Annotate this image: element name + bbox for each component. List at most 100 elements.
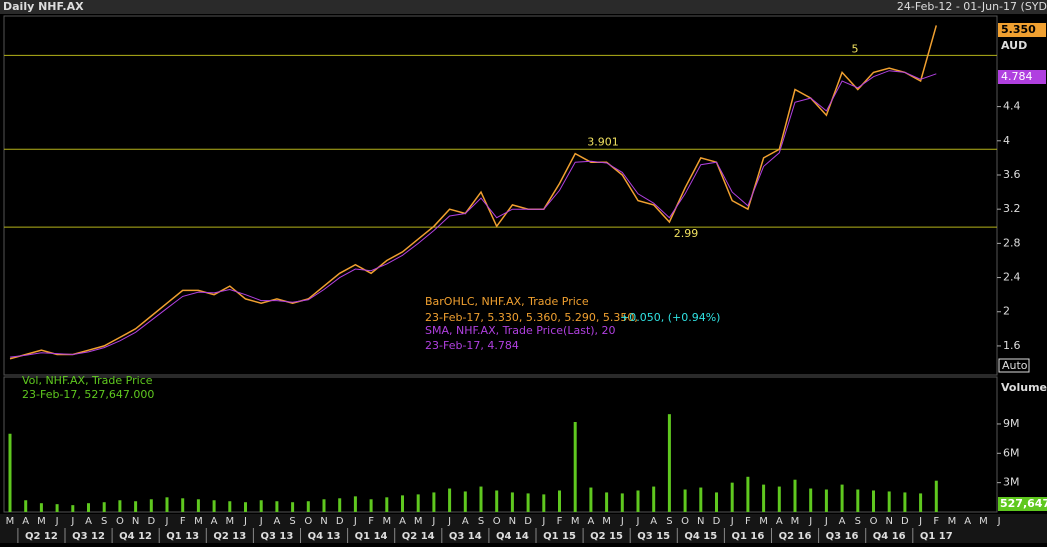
volume-bar	[730, 482, 734, 512]
volume-bar	[856, 489, 860, 512]
month-label: D	[147, 516, 155, 527]
volume-bar	[683, 489, 687, 512]
month-label: F	[368, 516, 374, 527]
month-label: A	[587, 516, 594, 527]
volume-bar	[620, 493, 624, 512]
unit-label: AUD	[1001, 39, 1027, 52]
quarter-label: Q3 12	[72, 531, 105, 542]
quarter-label: Q1 14	[355, 531, 388, 542]
auto-label[interactable]: Auto	[1002, 359, 1028, 372]
volume-bar	[24, 500, 28, 512]
reference-label: 3.901	[587, 135, 619, 148]
quarter-label: Q3 14	[449, 531, 482, 542]
volume-bar	[448, 488, 452, 512]
month-label: M	[948, 516, 957, 527]
volume-bar	[181, 498, 185, 512]
month-label: A	[22, 516, 29, 527]
month-label: J	[730, 516, 734, 527]
quarter-label: Q1 15	[543, 531, 576, 542]
volume-bar	[463, 491, 467, 512]
legend-detail: 23-Feb-17, 5.330, 5.360, 5.290, 5.350,	[425, 311, 638, 324]
y-tick-label: 1.6	[1003, 339, 1021, 352]
volume-bar	[636, 490, 640, 512]
volume-bar	[526, 493, 530, 512]
auto-button[interactable]	[998, 358, 1030, 373]
month-label: M	[6, 516, 15, 527]
month-label: J	[353, 516, 357, 527]
volume-bar	[87, 503, 90, 512]
last-sma: 4.784	[1001, 70, 1033, 83]
volume-bar	[8, 433, 12, 512]
month-label: F	[933, 516, 939, 527]
volume-bar	[840, 484, 844, 512]
volume-bar	[353, 496, 357, 512]
volume-bar	[118, 500, 122, 512]
volume-bar	[872, 490, 875, 512]
legend-entry: BarOHLC, NHF.AX, Trade Price	[425, 295, 589, 308]
volume-bar	[432, 492, 436, 512]
volume-bar	[259, 500, 263, 512]
volume-bar	[573, 422, 577, 512]
month-label: J	[447, 516, 451, 527]
month-label: S	[289, 516, 295, 527]
volume-bar	[322, 499, 326, 512]
month-label: M	[225, 516, 234, 527]
y-tick-label: 3.2	[1003, 202, 1021, 215]
y-tick-label: 6M	[1003, 446, 1020, 459]
volume-bar	[715, 492, 718, 512]
quarter-label: Q4 12	[119, 531, 152, 542]
legend-entry: Vol, NHF.AX, Trade Price	[22, 374, 153, 387]
volume-bar	[275, 501, 279, 512]
volume-label: Volume	[1001, 381, 1047, 394]
month-label: M	[414, 516, 423, 527]
volume-bar	[667, 414, 671, 512]
month-label: D	[713, 516, 721, 527]
month-label: N	[509, 516, 516, 527]
reference-label: 5	[852, 42, 859, 55]
month-label: J	[165, 516, 169, 527]
quarter-label: Q1 16	[731, 531, 764, 542]
month-label: M	[602, 516, 611, 527]
volume-bar	[652, 486, 656, 512]
volume-bar	[416, 494, 420, 512]
y-tick-label: 3M	[1003, 476, 1020, 489]
y-tick-label: 2.8	[1003, 236, 1021, 249]
month-label: F	[180, 516, 186, 527]
month-label: A	[650, 516, 657, 527]
last-price: 5.350	[1001, 23, 1036, 36]
sma-line	[9, 70, 937, 358]
reference-label: 2.99	[674, 227, 699, 240]
month-label: J	[808, 516, 812, 527]
volume-panel	[3, 376, 998, 513]
volume-bar	[934, 480, 938, 512]
month-label: S	[478, 516, 484, 527]
month-label: F	[557, 516, 563, 527]
volume-bar	[212, 500, 216, 512]
volume-bar	[542, 494, 546, 512]
month-label: D	[524, 516, 532, 527]
quarter-label: Q1 17	[920, 531, 953, 542]
volume-bar	[134, 501, 138, 512]
month-label: J	[541, 516, 545, 527]
month-label: O	[870, 516, 878, 527]
volume-bar	[746, 476, 750, 512]
month-label: J	[243, 516, 247, 527]
volume-bar	[558, 490, 561, 512]
y-tick-label: 2	[1003, 305, 1010, 318]
time-axis	[0, 514, 1047, 543]
volume-bar	[495, 490, 499, 512]
legend-detail: 23-Feb-17, 4.784	[425, 339, 519, 352]
month-label: A	[964, 516, 971, 527]
month-label: N	[885, 516, 892, 527]
month-label: A	[839, 516, 846, 527]
quarter-label: Q4 15	[684, 531, 717, 542]
quarter-label: Q2 13	[213, 531, 246, 542]
volume-bar	[510, 492, 514, 512]
month-label: A	[273, 516, 280, 527]
last-volume-badge	[998, 497, 1047, 511]
quarter-label: Q4 14	[496, 531, 529, 542]
volume-bar	[338, 498, 342, 512]
month-label: J	[997, 516, 1001, 527]
quarter-label: Q2 15	[590, 531, 623, 542]
